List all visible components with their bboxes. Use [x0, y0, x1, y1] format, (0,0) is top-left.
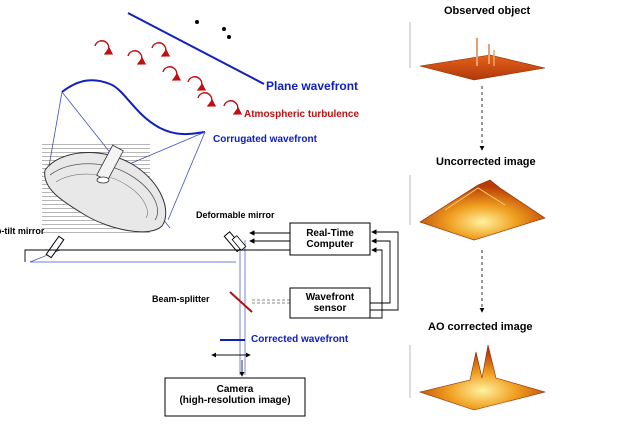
deformable-mirror [223, 231, 247, 253]
beam-splitter-label: Beam-splitter [152, 294, 210, 304]
camera-text: Camera (high-resolution image) [165, 384, 305, 406]
beam-splitter-mark [229, 291, 253, 313]
ao-corrected-image-title: AO corrected image [428, 321, 533, 333]
star [227, 35, 231, 39]
tip-tilt-mirror-label: Tip-tilt mirror [0, 226, 45, 236]
tip-tilt-mirror [45, 235, 65, 259]
observed-object-plot [409, 22, 546, 81]
telescope [44, 144, 167, 233]
uncorrected-image-title: Uncorrected image [436, 156, 536, 168]
wfs-line1: Wavefront [305, 292, 355, 303]
wfs-box [289, 287, 371, 319]
rtc-line2: Computer [306, 239, 354, 250]
star [195, 20, 199, 24]
control-lines [24, 229, 399, 319]
deformable-mirror-label: Deformable mirror [196, 210, 275, 220]
camera-line2: (high-resolution image) [179, 395, 291, 406]
star [222, 27, 226, 31]
rtc-text: Real-Time Computer [290, 228, 370, 250]
rtc-box [289, 222, 371, 256]
corrugated-wavefront-curve [61, 79, 206, 136]
corrugated-wavefront-label: Corrugated wavefront [213, 134, 317, 145]
wfs-line2: sensor [313, 303, 347, 314]
observed-object-title: Observed object [444, 5, 531, 17]
turbulence-swirls [94, 40, 243, 115]
wfs-text: Wavefront sensor [290, 292, 370, 314]
plane-wavefront-line [127, 12, 265, 85]
camera-box [164, 377, 306, 417]
atmospheric-turbulence-label: Atmospheric turbulence [244, 109, 360, 120]
camera-line1: Camera [216, 384, 254, 395]
corrected-wavefront-label: Corrected wavefront [251, 334, 349, 345]
ao-corrected-image-plot [409, 344, 547, 411]
plane-wavefront-label: Plane wavefront [266, 79, 359, 93]
rtc-line1: Real-Time [306, 228, 354, 239]
uncorrected-image-plot [409, 175, 546, 241]
